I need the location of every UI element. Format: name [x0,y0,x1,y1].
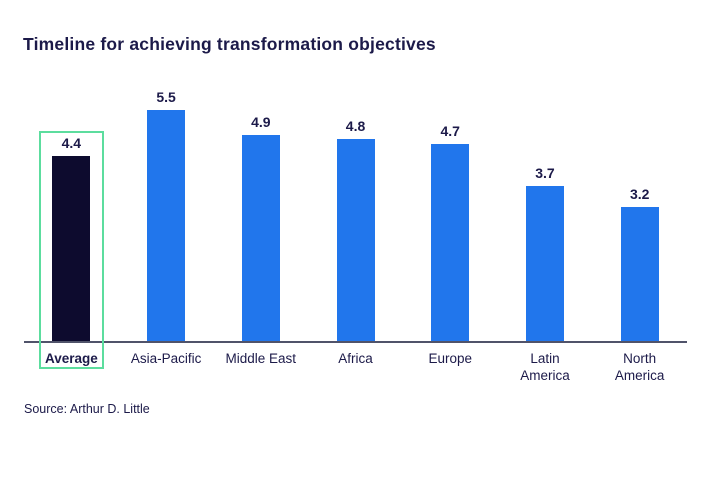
bar-value-label: 4.7 [440,122,460,139]
bar-column: 3.2 [592,89,687,341]
bar-value-label: 4.8 [345,118,366,135]
bar-column: 4.7 [403,89,498,341]
bar-column: 4.9 [213,89,308,341]
bar-value-label: 5.5 [156,89,176,105]
bar-column: 4.8 [308,89,403,341]
bar-value-label: 4.9 [251,114,271,131]
bars-row: 4.4 5.5 4.9 4.8 4.7 3.7 3.2 [24,89,687,341]
category-label: Middle East [225,351,297,366]
category-label: North America [614,351,665,383]
category-label: Average [44,351,98,366]
bar-north-america [620,206,659,341]
bar-average [52,156,91,341]
category-label: Latin America [520,351,570,383]
bar-column: 5.5 [119,89,214,341]
source-note: Source: Arthur D. Little [24,402,150,416]
bar-value-label: 3.7 [535,164,555,181]
bar-value-label: 3.2 [629,185,650,202]
category-label: Asia-Pacific [130,351,202,366]
chart-title: Timeline for achieving transformation ob… [23,34,436,54]
bar-latin-america [525,185,564,341]
bar-africa [336,139,375,341]
bar-asia-pacific [147,110,186,341]
bar-value-label: 4.4 [61,135,82,152]
category-labels-row: Average Asia-Pacific Middle East Africa Euro… [24,350,687,384]
bar-column: 3.7 [498,89,593,341]
bar-europe [431,143,470,341]
category-label: Africa [338,351,373,366]
bar-chart: 4.4 5.5 4.9 4.8 4.7 3.7 3.2 Average Asia-Pacifi… [24,0,687,502]
category-label: Europe [428,351,472,366]
bar-middle-east [241,135,280,341]
bar-column: 4.4 [24,89,119,341]
x-axis-line [24,341,687,343]
